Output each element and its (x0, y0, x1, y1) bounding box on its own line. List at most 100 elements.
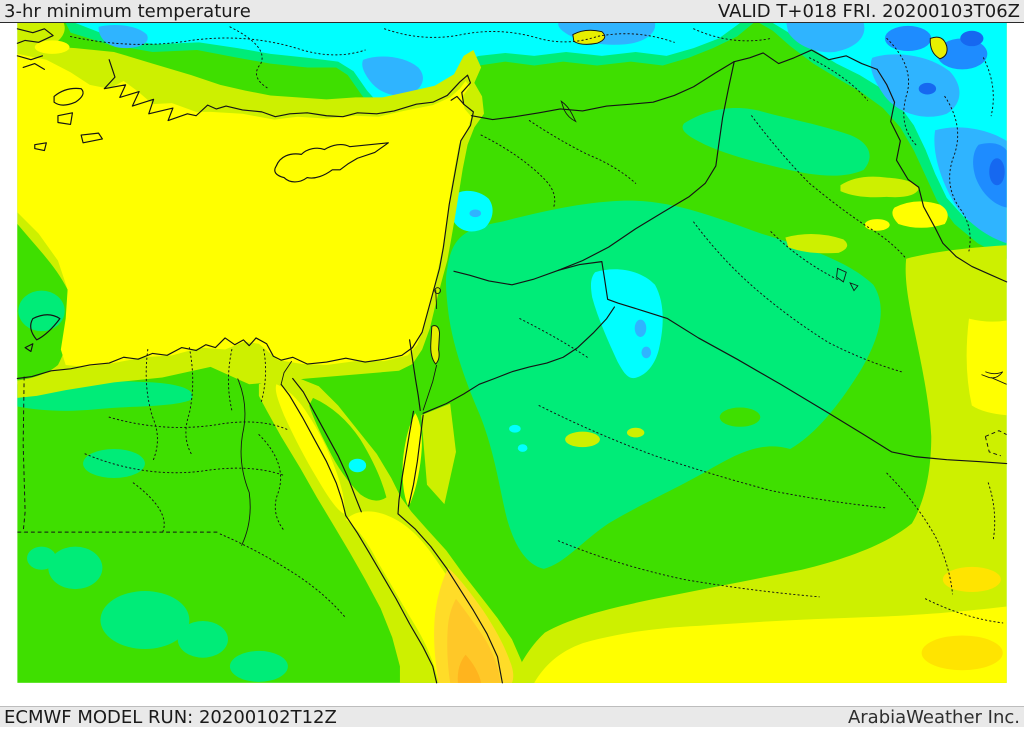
admin-dotted-egypt6 (84, 453, 284, 476)
border-kuwait-dashed (984, 430, 1007, 457)
bosphorus-coast (16, 55, 46, 70)
field-yellow-marmara (34, 40, 70, 54)
admin-dotted-egypt3 (227, 349, 233, 411)
valid-time-label: VALID T+018 FRI. 20200103T06Z (717, 1, 1020, 22)
field-lightblue-ne1 (786, 23, 865, 53)
field-cyan-dot (517, 444, 528, 452)
admin-dotted-saudi5 (924, 598, 1004, 624)
lakes (237, 29, 1007, 546)
field-spring-blob (177, 620, 228, 658)
thrace-coast (16, 28, 54, 44)
lake-tharthar (836, 267, 847, 283)
field-spring-blob (27, 546, 57, 570)
admin-borders-dotted (17, 26, 1007, 624)
field-spring-nesyria-niraq (682, 108, 870, 176)
field-lime-blob (565, 431, 600, 448)
admin-dotted-saudi1 (538, 405, 888, 509)
admin-dotted-syria1 (480, 134, 556, 208)
coast-red-sea (345, 513, 503, 684)
field-spring-blob (48, 546, 103, 590)
model-run-label: ECMWF MODEL RUN: 20200102T12Z (4, 707, 337, 728)
island-small (34, 142, 47, 152)
admin-dotted-sudan (219, 533, 347, 619)
admin-dotted-turkey1 (70, 36, 366, 56)
admin-dotted-iran2 (944, 95, 971, 252)
field-lightblue-patch (98, 24, 148, 49)
field-lime-east-of-aqaba (421, 403, 456, 505)
coast-iskenderun (450, 95, 465, 105)
field-yellow-iraq-blob (892, 201, 948, 228)
admin-dotted-egypt7 (132, 482, 165, 534)
field-lightblue-dot (641, 346, 652, 359)
admin-dotted-iraq2 (693, 221, 902, 373)
page-title: 3-hr minimum temperature (4, 1, 251, 22)
field-blue-spot (937, 38, 988, 70)
field-green-sinai (309, 397, 387, 501)
island-cyprus (274, 142, 389, 183)
border-turkey-iraq (733, 49, 878, 70)
admin-dotted-saudi3 (886, 472, 954, 595)
lake-habbaniyah (849, 282, 859, 292)
admin-dotted-syria2 (528, 120, 637, 184)
dead-sea (430, 325, 441, 365)
field-lightblue-dot (634, 319, 647, 337)
field-cyan-sinai2 (348, 458, 367, 473)
coast-gulf-aqaba (397, 410, 424, 515)
admin-dotted-egypt2 (185, 347, 194, 455)
island-samos (80, 132, 103, 144)
nile-river (237, 378, 251, 546)
field-yellow-gulf-aqaba (402, 413, 422, 507)
field-spring-jordan-saudi (446, 200, 881, 569)
footer-bar: ECMWF MODEL RUN: 20200102T12Z ArabiaWeat… (0, 706, 1024, 728)
field-dimyellow-blob (921, 635, 1003, 671)
brand-label: ArabiaWeather Inc. (847, 707, 1020, 728)
field-green-blob (719, 407, 761, 427)
shatt-al-arab (981, 371, 1007, 385)
coast-gulf-suez (280, 377, 362, 517)
admin-dotted-iraq3 (770, 231, 840, 281)
field-yellow-mediterranean (17, 53, 472, 367)
field-lightblue-dot (469, 209, 482, 218)
temperature-field-layer (17, 23, 1007, 683)
field-lime-blob (626, 427, 645, 438)
field-yellow-right-streak (966, 318, 1007, 416)
field-deepblue-spot (989, 158, 1005, 186)
field-lime-iraq-patch2 (785, 234, 848, 254)
field-lightblue-ne2 (870, 54, 960, 117)
field-dimyellow-blob (942, 566, 1001, 593)
sea-of-galilee (434, 287, 441, 294)
island-rhodes (30, 314, 61, 341)
island-kastellorizo (24, 343, 34, 353)
field-lime-iraq-patch (840, 176, 919, 198)
admin-dotted-egypt5 (108, 416, 289, 431)
field-orange-redsea (447, 598, 501, 683)
admin-dotted-egypt8 (258, 434, 284, 530)
admin-dotted-iran3 (982, 57, 994, 117)
lake-van (572, 29, 606, 45)
header-bar: 3-hr minimum temperature VALID T+018 FRI… (0, 0, 1024, 23)
admin-dotted-turkey2 (229, 26, 270, 90)
admin-dotted-iran1 (886, 37, 917, 146)
admin-dotted-egypt1 (145, 349, 158, 463)
field-spring-sea-west2 (18, 290, 65, 332)
field-spring-blob (229, 650, 288, 682)
border-syria-iraq-jordan (453, 61, 735, 286)
lake-assad (560, 100, 577, 123)
border-jordan-iraq-saudi (557, 261, 1008, 465)
border-jordan-saudi-west (422, 306, 615, 414)
suez-canal (280, 360, 293, 385)
field-cyan-dot (509, 424, 521, 433)
field-lightblue-antalya (362, 56, 423, 96)
field-deepblue-spot (918, 82, 937, 95)
field-deeporange-redsea (457, 654, 482, 683)
islands (16, 28, 389, 353)
admin-dotted-turkey3 (383, 28, 675, 43)
border-iraq-iran (876, 68, 1008, 283)
border-egypt-libya-dashed (22, 376, 26, 533)
border-egypt-israel (409, 339, 421, 411)
admin-dotted-egypt4 (260, 349, 267, 405)
field-spring-blob (100, 591, 190, 650)
admin-dotted-turkey4 (693, 28, 868, 101)
admin-dotted-saudi4 (987, 482, 996, 542)
